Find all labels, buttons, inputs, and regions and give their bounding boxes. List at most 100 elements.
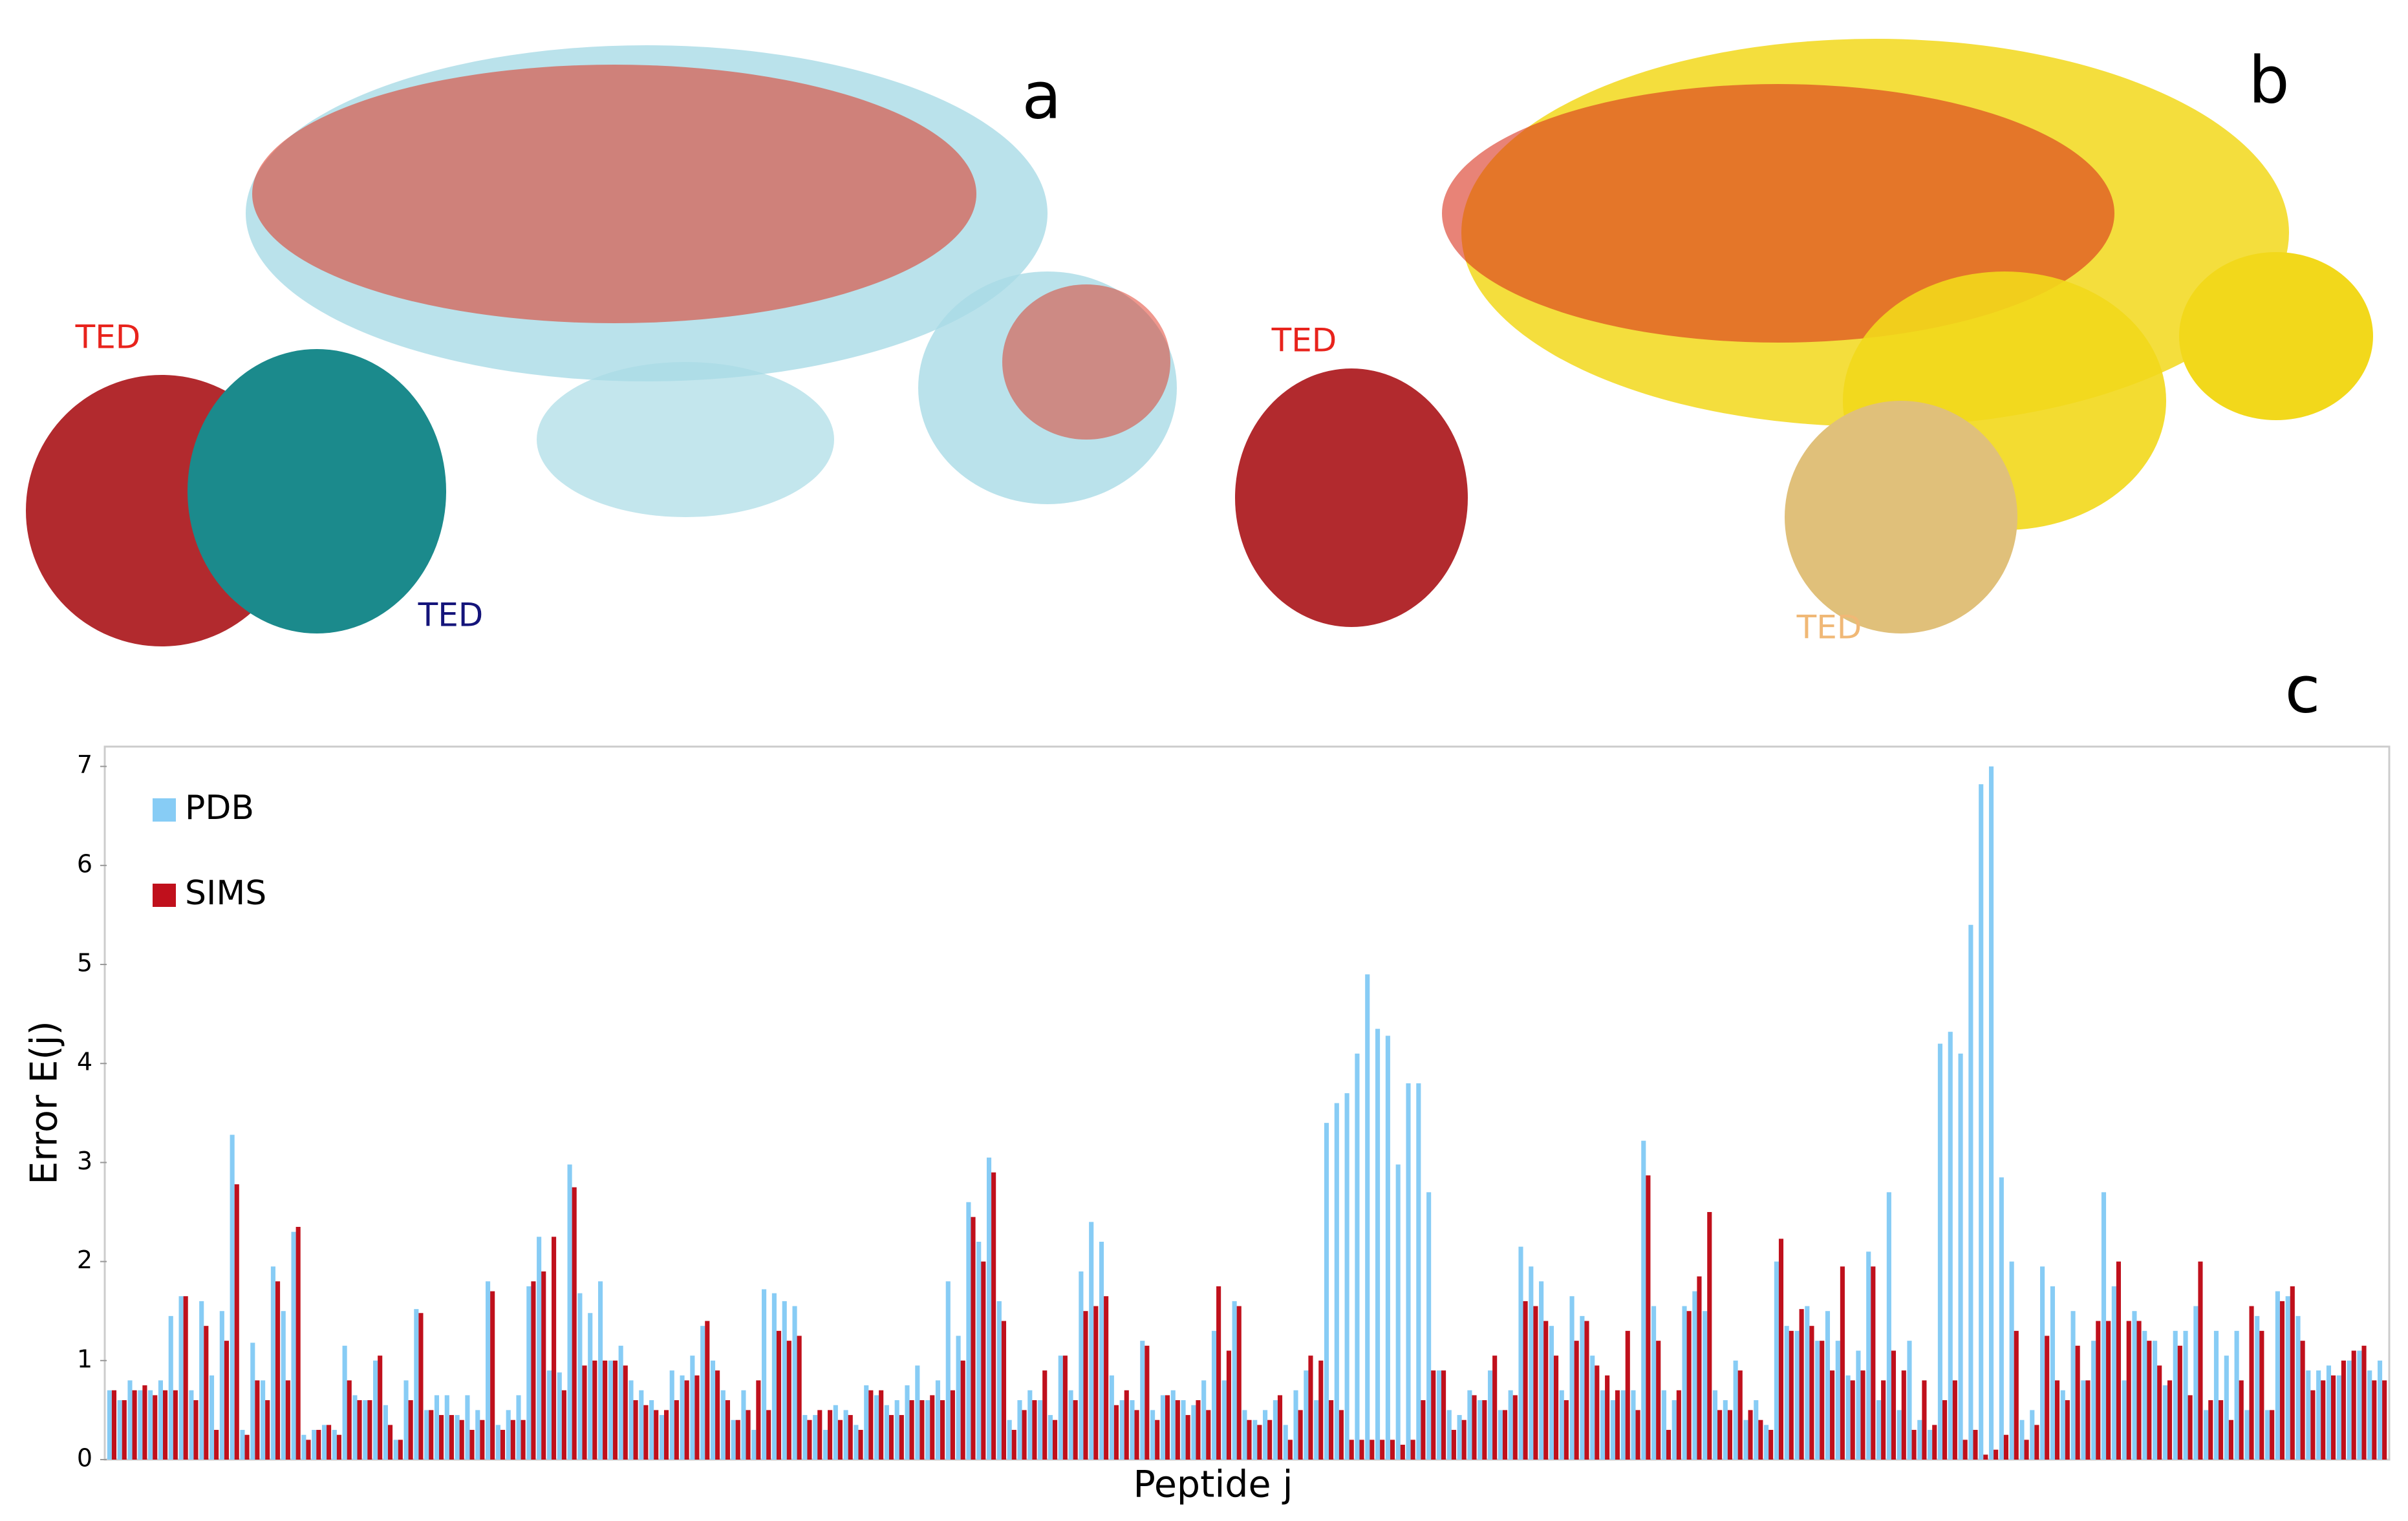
bar	[643, 1405, 649, 1460]
bar	[950, 1390, 955, 1460]
bar	[367, 1400, 372, 1460]
bar	[1119, 1400, 1124, 1460]
y-tick-label: 0	[77, 1444, 92, 1473]
bar	[1011, 1430, 1016, 1460]
bar	[2177, 1345, 2182, 1460]
bar	[577, 1293, 583, 1460]
bar	[1958, 1053, 1963, 1460]
bar	[1349, 1440, 1354, 1460]
bar	[2331, 1375, 2336, 1460]
bar	[588, 1313, 593, 1460]
bar	[1062, 1356, 1068, 1460]
bar	[1400, 1445, 1405, 1460]
bar	[1672, 1400, 1677, 1460]
bar	[2341, 1360, 2346, 1460]
bar	[1344, 1093, 1349, 1460]
bar	[854, 1425, 859, 1460]
bar	[1928, 1430, 1933, 1460]
bar	[1794, 1330, 1800, 1460]
bar	[1155, 1420, 1160, 1460]
bar	[1001, 1321, 1007, 1460]
bar	[1676, 1390, 1681, 1460]
bar	[1007, 1420, 1012, 1460]
bar	[1134, 1410, 1139, 1460]
bar	[1533, 1306, 1538, 1460]
bar	[2019, 1420, 2025, 1460]
bar	[373, 1360, 378, 1460]
panel-label: a	[1022, 58, 1061, 133]
bar	[1697, 1276, 1702, 1460]
bar	[1979, 784, 1984, 1460]
bar	[1512, 1395, 1518, 1460]
bar	[1564, 1400, 1569, 1460]
bar	[1273, 1400, 1278, 1460]
bar	[1298, 1410, 1303, 1460]
bar	[1441, 1370, 1446, 1460]
bar	[2116, 1261, 2121, 1460]
bar	[1850, 1380, 1855, 1460]
bar	[2193, 1306, 2198, 1460]
bar	[1308, 1356, 1313, 1460]
bar	[2255, 1315, 2260, 1460]
bar	[2357, 1350, 2362, 1460]
bar	[592, 1360, 597, 1460]
bar	[1124, 1390, 1129, 1460]
bar	[189, 1390, 194, 1460]
bar	[439, 1415, 444, 1460]
bar	[1820, 1341, 1825, 1460]
bar	[1825, 1311, 1831, 1460]
bar	[1140, 1341, 1145, 1460]
bar	[383, 1405, 388, 1460]
bar	[1416, 1083, 1421, 1460]
bar	[1359, 1440, 1364, 1460]
bar	[966, 1202, 971, 1460]
bar	[2208, 1400, 2213, 1460]
bar	[510, 1420, 515, 1460]
legend-swatch	[153, 798, 176, 822]
bar	[684, 1380, 689, 1460]
bar	[735, 1420, 740, 1460]
bar	[1620, 1390, 1626, 1460]
bar	[1487, 1370, 1493, 1460]
bar	[261, 1380, 266, 1460]
bar	[1502, 1410, 1508, 1460]
bar	[858, 1430, 863, 1460]
bar	[2136, 1321, 2142, 1460]
y-tick-label: 5	[77, 949, 92, 977]
bar	[352, 1395, 358, 1460]
bar	[786, 1341, 791, 1460]
bar	[1375, 1028, 1381, 1460]
bar	[2198, 1261, 2203, 1460]
bar	[1999, 1177, 2004, 1460]
bar	[1426, 1192, 1432, 1460]
bar	[240, 1430, 245, 1460]
legend-label: SIMS	[185, 874, 266, 913]
bar	[837, 1420, 843, 1460]
bar	[1754, 1400, 1759, 1460]
bar	[731, 1420, 736, 1460]
bar	[1815, 1341, 1820, 1460]
bar	[2228, 1420, 2233, 1460]
bar	[2157, 1365, 2162, 1460]
y-tick-label: 2	[77, 1246, 92, 1274]
bar	[1160, 1395, 1165, 1460]
legend-swatch	[153, 884, 176, 907]
bar	[2014, 1330, 2019, 1460]
bar	[720, 1390, 726, 1460]
bar	[1737, 1370, 1743, 1460]
legend-label: PDB	[185, 789, 254, 827]
bar	[1472, 1395, 1477, 1460]
bar	[2290, 1286, 2295, 1460]
bar	[2382, 1380, 2387, 1460]
y-tick-label: 6	[77, 849, 92, 878]
bar	[2122, 1380, 2127, 1460]
bar	[802, 1415, 808, 1460]
bar	[1615, 1390, 1620, 1460]
bar	[623, 1365, 628, 1460]
bar	[2300, 1341, 2305, 1460]
bar	[1994, 1449, 1999, 1460]
bar	[2213, 1330, 2219, 1460]
bar	[1314, 1400, 1319, 1460]
bar	[434, 1395, 440, 1460]
bar	[1410, 1440, 1415, 1460]
